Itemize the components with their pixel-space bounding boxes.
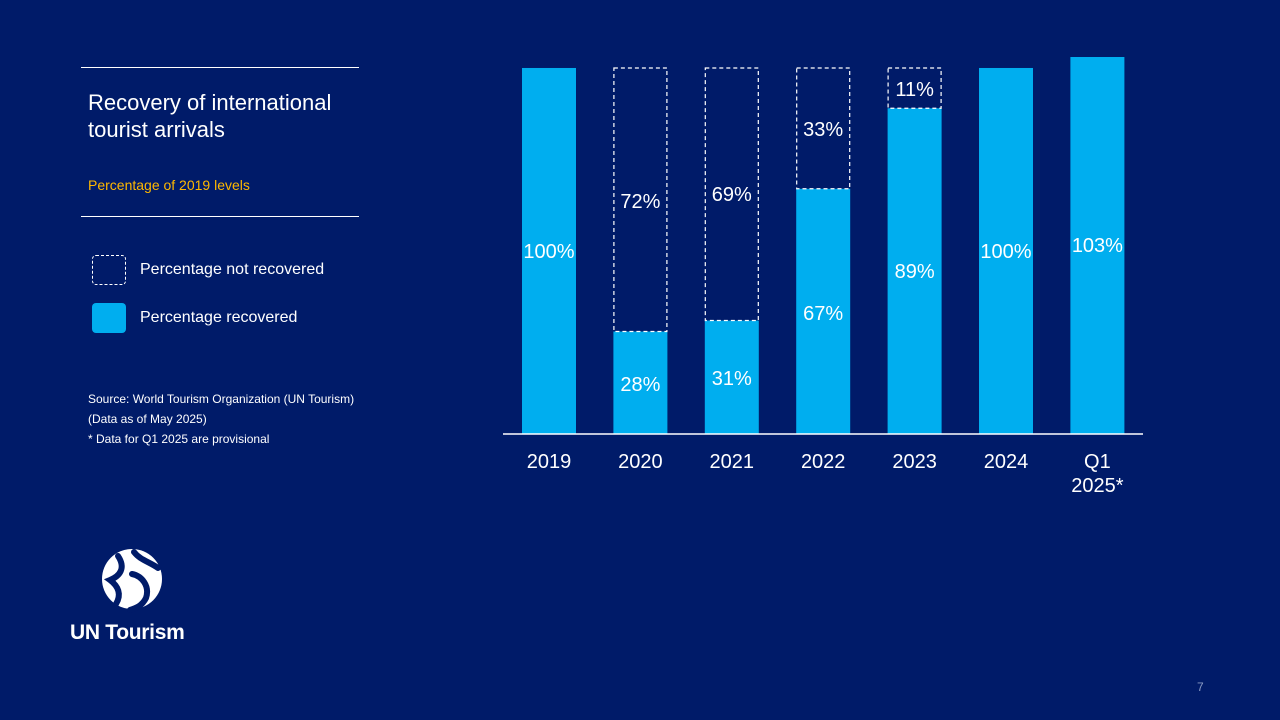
legend-label-recovered: Percentage recovered: [140, 309, 298, 326]
x-tick-label: 2022: [801, 451, 846, 473]
data-label-recovered: 89%: [895, 261, 935, 283]
provisional-note: * Data for Q1 2025 are provisional: [88, 432, 270, 446]
bar-recovered: [613, 331, 668, 434]
source-line: Source: World Tourism Organization (UN T…: [88, 392, 355, 406]
x-tick-label: 2025*: [1071, 475, 1123, 497]
bar-recovered: [979, 67, 1033, 434]
legend-item-recovered: Percentage recovered: [92, 303, 297, 333]
bar-not-recovered: [796, 67, 851, 190]
data-label-recovered: 31%: [712, 368, 752, 390]
legend-label-not-recovered: Percentage not recovered: [140, 261, 325, 278]
bar-recovered: [796, 188, 851, 434]
data-date-note: (Data as of May 2025): [88, 412, 207, 426]
bar-not-recovered: [704, 67, 759, 322]
bottom-divider: [81, 216, 359, 217]
x-tick-label: 2023: [892, 451, 937, 473]
page-number: 7: [1197, 680, 1204, 694]
un-tourism-logo-icon: [102, 549, 162, 613]
bar-not-recovered: [613, 67, 668, 333]
chart-subtitle: Percentage of 2019 levels: [88, 177, 250, 193]
x-tick-label: Q1: [1084, 451, 1111, 473]
top-divider: [81, 67, 359, 68]
bar-not-recovered: [887, 67, 942, 109]
data-label-recovered: 100%: [980, 241, 1031, 263]
legend-swatch-recovered: [92, 303, 126, 333]
bar-recovered: [522, 67, 576, 434]
x-tick-label: 2020: [618, 451, 663, 473]
x-tick-label: 2019: [527, 451, 572, 473]
bar-recovered: [887, 108, 942, 434]
x-tick-label: 2024: [984, 451, 1029, 473]
logo-wordmark: UN Tourism: [70, 621, 185, 644]
chart-title: Recovery of international tourist arriva…: [88, 90, 332, 142]
source-notes: Source: World Tourism Organization (UN T…: [88, 389, 354, 449]
data-label-not-recovered: 11%: [895, 79, 934, 101]
data-label-not-recovered: 33%: [803, 119, 843, 141]
bar-recovered: [1070, 57, 1125, 434]
data-label-not-recovered: 72%: [620, 191, 660, 213]
data-label-recovered: 100%: [523, 241, 574, 263]
data-label-not-recovered: 69%: [712, 184, 752, 206]
legend-item-not-recovered: Percentage not recovered: [92, 255, 324, 285]
data-label-recovered: 103%: [1072, 235, 1123, 257]
legend-swatch-not-recovered: [92, 255, 126, 285]
bar-recovered: [704, 320, 759, 434]
x-tick-label: 2021: [710, 451, 755, 473]
data-label-recovered: 28%: [620, 374, 660, 396]
data-label-recovered: 67%: [803, 303, 843, 325]
